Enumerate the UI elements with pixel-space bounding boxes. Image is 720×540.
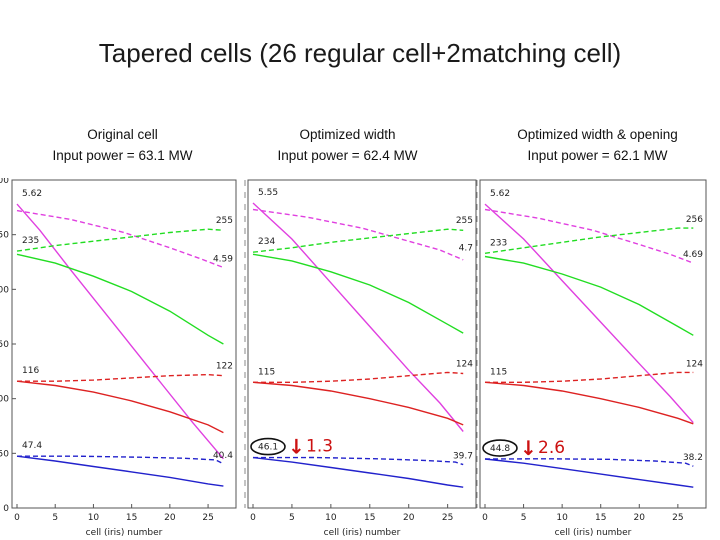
drop-value: 1.3 bbox=[306, 437, 333, 457]
x-tick-label: 15 bbox=[595, 513, 606, 523]
y-tick-label: 300 bbox=[0, 178, 9, 186]
chart-panel-1: 0 5 10 15 20 25 cell (iris) number 0 50 100 150 200… bbox=[0, 178, 237, 538]
series-magenta-solid-line bbox=[484, 203, 694, 424]
value-annotation-right: 40.4 bbox=[213, 451, 233, 461]
value-annotation-right: 124 bbox=[456, 359, 473, 369]
value-annotation-right: 4.59 bbox=[213, 254, 233, 264]
x-tick-label: 0 bbox=[14, 513, 20, 523]
value-annotation-left: 234 bbox=[258, 237, 275, 247]
value-annotation-left: 233 bbox=[490, 238, 507, 248]
chart-panel-3: 0 5 10 15 20 25 cell (iris) number 5.62 233 115 44… bbox=[476, 179, 707, 538]
x-tick-label: 10 bbox=[325, 513, 337, 523]
value-annotation-left: 115 bbox=[258, 367, 275, 377]
caption-line-2: Input power = 62.4 MW bbox=[277, 148, 418, 163]
series-green-solid-line bbox=[484, 255, 694, 336]
series-red-dashed-line bbox=[253, 371, 464, 384]
series-red-dashed-line bbox=[485, 371, 694, 384]
x-tick-label: 20 bbox=[634, 513, 646, 523]
series-blue-solid-line bbox=[484, 458, 694, 488]
plot-frame bbox=[479, 179, 707, 509]
caption-line-2: Input power = 62.1 MW bbox=[527, 148, 668, 163]
caption-line-1: Optimized width bbox=[299, 127, 396, 142]
y-tick-label: 150 bbox=[0, 340, 9, 350]
series-red-solid-line bbox=[484, 381, 694, 425]
series-green-dashed-line bbox=[252, 228, 464, 253]
series-magenta-dashed-line bbox=[252, 208, 464, 261]
x-tick-label: 20 bbox=[164, 513, 176, 523]
series-magenta-dashed-line bbox=[16, 209, 224, 269]
x-tick-label: 5 bbox=[521, 513, 527, 523]
slide-title: Tapered cells (26 regular cell+2matching… bbox=[98, 38, 622, 68]
value-annotation-right: 4.69 bbox=[683, 250, 703, 260]
series-blue-solid-line bbox=[16, 455, 224, 487]
x-axis-label: cell (iris) number bbox=[86, 528, 163, 538]
highlight-circle bbox=[250, 437, 286, 456]
series-green-solid-line bbox=[16, 253, 224, 345]
value-annotation-right: 255 bbox=[216, 216, 233, 226]
down-arrow-icon: ↓ bbox=[288, 435, 305, 459]
value-annotation-left: 5.62 bbox=[490, 189, 510, 199]
highlight-circle bbox=[482, 439, 518, 457]
value-annotation-left: 5.55 bbox=[258, 188, 278, 198]
x-tick-label: 10 bbox=[88, 513, 100, 523]
x-tick-label: 0 bbox=[482, 513, 488, 523]
value-annotation-left: 235 bbox=[22, 236, 39, 246]
series-blue-dashed-line bbox=[252, 456, 464, 466]
series-blue-solid-line bbox=[252, 456, 464, 488]
y-tick-label: 100 bbox=[0, 395, 9, 405]
value-annotation-right: 39.7 bbox=[453, 452, 473, 462]
x-tick-label: 25 bbox=[202, 513, 213, 523]
value-annotation-left: 47.4 bbox=[22, 441, 42, 451]
x-tick-label: 25 bbox=[442, 513, 453, 523]
y-tick-label: 250 bbox=[0, 231, 9, 241]
value-annotation-right: 124 bbox=[686, 359, 703, 369]
value-annotation-left: 5.62 bbox=[22, 189, 42, 199]
caption-line-1: Optimized width & opening bbox=[517, 127, 678, 142]
panel-caption-optimized-width: Optimized width Input power = 62.4 MW bbox=[245, 124, 450, 166]
x-tick-label: 5 bbox=[289, 513, 295, 523]
series-red-solid-line bbox=[16, 380, 224, 434]
y-tick-label: 200 bbox=[0, 285, 9, 295]
value-annotation-right: 255 bbox=[456, 216, 473, 226]
value-annotation-right: 38.2 bbox=[683, 453, 703, 463]
x-tick-label: 10 bbox=[556, 513, 568, 523]
x-tick-label: 25 bbox=[672, 513, 683, 523]
series-red-dashed-line bbox=[17, 373, 224, 382]
plot-frame bbox=[247, 179, 477, 509]
series-blue-dashed-line bbox=[484, 458, 694, 467]
value-annotation-left: 44.8 bbox=[490, 444, 510, 454]
caption-line-2: Input power = 63.1 MW bbox=[52, 148, 193, 163]
x-axis-label: cell (iris) number bbox=[555, 528, 632, 538]
y-tick-label: 0 bbox=[3, 504, 9, 514]
value-annotation-right: 122 bbox=[216, 362, 233, 372]
x-tick-label: 5 bbox=[52, 513, 58, 523]
series-magenta-solid-line bbox=[16, 203, 224, 460]
value-annotation-left: 116 bbox=[22, 366, 39, 376]
series-magenta-solid-line bbox=[252, 202, 464, 432]
x-tick-label: 0 bbox=[250, 513, 256, 523]
drop-value: 2.6 bbox=[538, 438, 565, 458]
value-annotation-left: 46.1 bbox=[258, 443, 278, 453]
x-tick-label: 20 bbox=[403, 513, 415, 523]
x-tick-label: 15 bbox=[364, 513, 375, 523]
series-red-solid-line bbox=[252, 381, 464, 426]
series-magenta-dashed-line bbox=[484, 208, 694, 264]
x-tick-label: 15 bbox=[126, 513, 137, 523]
value-annotation-right: 256 bbox=[686, 215, 703, 225]
value-annotation-left: 115 bbox=[490, 367, 507, 377]
x-axis-label: cell (iris) number bbox=[324, 528, 401, 538]
series-green-dashed-line bbox=[484, 227, 694, 254]
panel-caption-optimized-width-opening: Optimized width & opening Input power = … bbox=[475, 124, 720, 166]
series-green-solid-line bbox=[252, 253, 464, 334]
panel-caption-original: Original cell Input power = 63.1 MW bbox=[20, 124, 225, 166]
series-blue-dashed-line bbox=[17, 455, 224, 465]
down-arrow-icon: ↓ bbox=[520, 436, 537, 460]
series-green-dashed-line bbox=[16, 228, 224, 252]
caption-line-1: Original cell bbox=[87, 127, 158, 142]
chart-panel-2: 0 5 10 15 20 25 cell (iris) number 5.55 234 115 46… bbox=[244, 179, 477, 538]
y-tick-label: 50 bbox=[0, 449, 9, 459]
value-annotation-right: 4.7 bbox=[459, 244, 473, 254]
